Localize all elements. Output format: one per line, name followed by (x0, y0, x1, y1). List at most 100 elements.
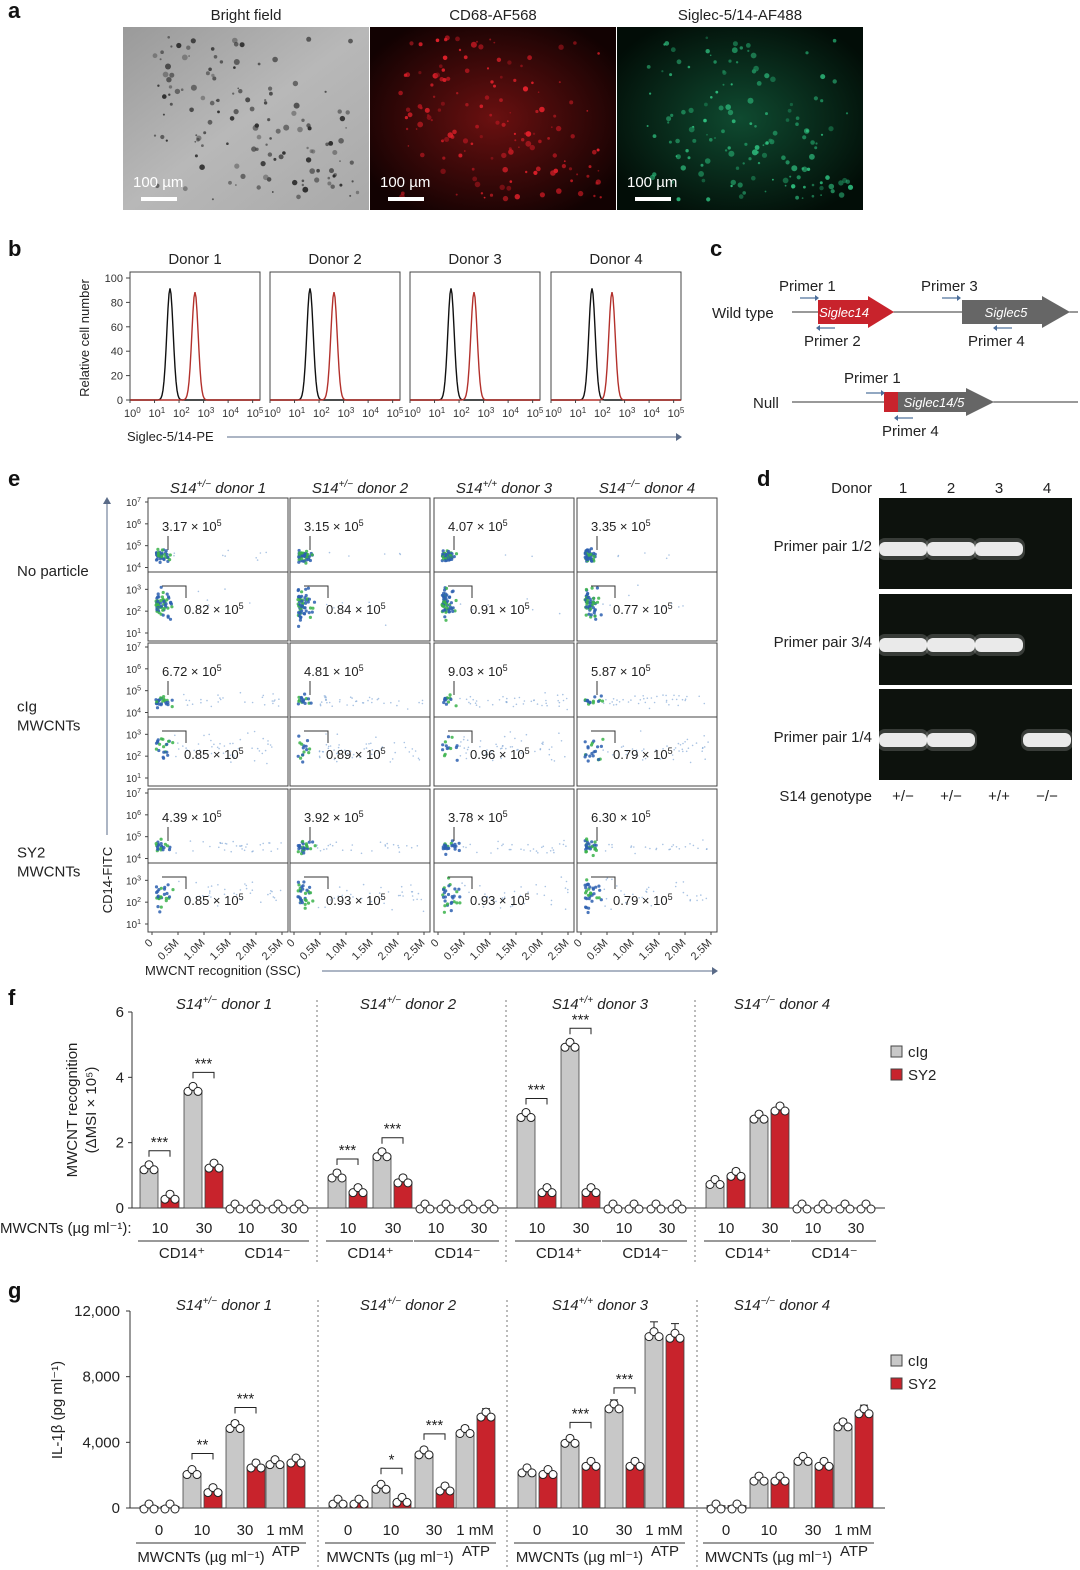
event-dot (642, 695, 644, 697)
event-dot (308, 885, 312, 890)
flow-plot-frame (433, 788, 575, 933)
cell-dot (667, 121, 670, 124)
event-dot (256, 747, 259, 750)
event-dot (549, 850, 552, 852)
flow-plot-frame (289, 497, 431, 642)
event-dot (556, 694, 559, 696)
category-label: 0 (533, 1522, 541, 1539)
event-dot (536, 893, 538, 895)
category-label: 1 mM (645, 1522, 683, 1539)
event-dot (668, 704, 670, 706)
event-dot (270, 850, 273, 853)
y-axis-label: (ΔMSI × 10⁵) (83, 1067, 100, 1154)
cell-dot (747, 97, 754, 104)
cell-dot (586, 110, 589, 112)
cell-dot (706, 197, 711, 202)
cell-dot (452, 129, 457, 135)
event-dot (381, 895, 383, 897)
event-dot (682, 881, 685, 883)
category-label: 30 (237, 1522, 254, 1539)
cell-dot (462, 138, 469, 144)
event-dot (384, 624, 387, 626)
cell-dot (555, 125, 562, 132)
arrow-head (712, 967, 718, 975)
event-dot (168, 617, 173, 621)
x-axis-label: Siglec-5/14-PE (127, 429, 214, 444)
event-dot (463, 736, 465, 738)
event-dot (338, 886, 341, 888)
event-dot (301, 839, 305, 844)
cell-dot (297, 126, 303, 133)
cell-dot (301, 183, 304, 187)
x-axis-label: MWCNTs (µg ml⁻¹) (326, 1549, 453, 1566)
cell-dot (495, 120, 500, 125)
event-dot (498, 699, 501, 701)
event-dot (360, 852, 363, 855)
cell-dot (232, 37, 238, 44)
cell-dot (201, 144, 204, 148)
event-dot (159, 842, 163, 846)
event-dot (297, 734, 301, 738)
dose-label: 10 (428, 1220, 445, 1237)
cell-dot (190, 84, 197, 91)
cell-dot (182, 186, 188, 192)
event-dot (595, 896, 599, 900)
event-dot (605, 698, 607, 701)
event-dot (599, 744, 604, 749)
cell-dot (789, 175, 792, 178)
event-dot (200, 701, 202, 704)
cell-dot (418, 71, 422, 75)
event-dot (558, 612, 561, 615)
dose-label: 30 (471, 1220, 488, 1237)
event-dot (399, 553, 402, 556)
lane-label: 2 (947, 480, 955, 497)
event-dot (303, 692, 307, 696)
bar (517, 1471, 537, 1509)
event-dot (592, 739, 596, 743)
upper-count: 4.39 × 105 (162, 809, 222, 825)
cell-dot (832, 79, 837, 84)
cell-dot (525, 131, 532, 137)
data-point (296, 1458, 306, 1468)
event-dot (641, 896, 643, 899)
data-point (634, 1204, 644, 1214)
event-dot (173, 552, 176, 554)
event-dot (558, 705, 560, 707)
x-tick-label: 1.0M (182, 937, 208, 963)
bar (604, 1407, 624, 1509)
event-dot (162, 698, 167, 703)
event-dot (662, 843, 664, 846)
legend-swatch (890, 1377, 903, 1390)
cell-dot (801, 167, 805, 170)
siglec14-remnant (884, 392, 898, 412)
cell-dot (704, 102, 708, 107)
event-dot (300, 590, 304, 594)
event-dot (443, 740, 447, 744)
event-dot (297, 699, 301, 703)
siglec-histogram (270, 291, 400, 401)
event-dot (446, 846, 450, 850)
event-dot (527, 843, 529, 846)
event-dot (391, 758, 394, 760)
flow-plot-frame (576, 642, 718, 787)
event-dot (304, 601, 308, 605)
cell-dot (409, 41, 414, 46)
event-dot (703, 735, 705, 737)
data-point (214, 1163, 224, 1173)
cell-dot (273, 157, 277, 161)
event-dot (327, 747, 330, 750)
event-dot (442, 910, 446, 914)
x-tick-label: 102 (453, 406, 470, 420)
event-dot (447, 558, 451, 562)
cell-dot (513, 78, 517, 82)
upper-count: 6.72 × 105 (162, 663, 222, 679)
event-dot (271, 746, 273, 748)
pcr-band (975, 638, 1023, 652)
event-dot (442, 888, 446, 892)
event-dot (445, 593, 449, 597)
event-dot (586, 882, 591, 887)
event-dot (367, 699, 369, 702)
event-dot (198, 749, 201, 751)
cell-dot (727, 109, 734, 116)
cell-dot (811, 183, 815, 187)
